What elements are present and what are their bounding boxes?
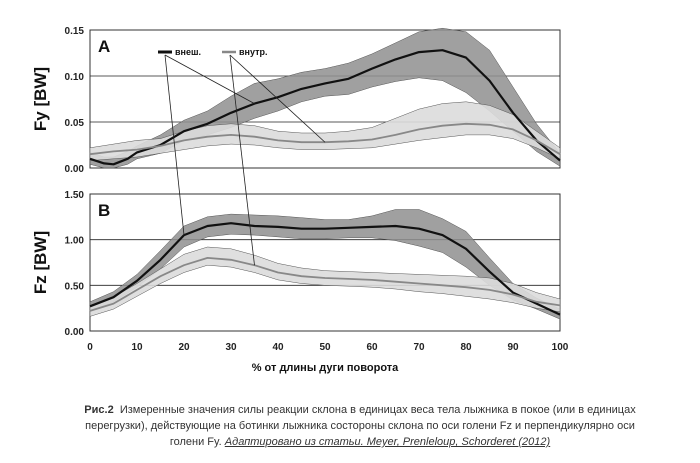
y-tick-label: 0.50: [65, 281, 85, 292]
legend-pointer-lines: [164, 54, 326, 266]
legend-pointer-line: [229, 54, 326, 143]
x-tick-label: 80: [460, 342, 472, 353]
series-inner-band: [89, 246, 561, 317]
series-outer-line: [89, 222, 561, 316]
x-tick-label: 90: [507, 342, 519, 353]
panel-letter: B: [98, 201, 110, 220]
y-tick-label: 0.00: [65, 327, 85, 338]
x-tick-label: 40: [272, 342, 284, 353]
x-axis-label: % от длины дуги поворота: [252, 362, 399, 374]
caption-source: Адаптировано из статьи. Meyer, Prenlelou…: [224, 436, 551, 448]
x-axis: 0 10 20 30 40 50 60 70 80 90 100 % от длины дуги по…: [87, 342, 569, 374]
x-tick-label: 50: [319, 342, 331, 353]
x-tick-label: 100: [552, 342, 569, 353]
y-axis-label: Fz [BW]: [31, 231, 50, 294]
y-tick-label: 0.05: [65, 118, 85, 129]
legend-outer-label: внеш.: [175, 47, 201, 57]
series-inner-band: [89, 101, 561, 161]
y-tick-label: 0.15: [65, 26, 85, 37]
x-tick-label: 70: [413, 342, 425, 353]
x-tick-label: 10: [131, 342, 143, 353]
panel-letter: A: [98, 37, 110, 56]
y-axis-label: Fy [BW]: [31, 67, 50, 131]
caption-text: Измеренные значения силы реакции склона …: [85, 404, 636, 448]
x-tick-label: 0: [87, 342, 93, 353]
panel-a: 0.00 0.05 0.10 0.15 A Fy [BW]: [31, 26, 561, 175]
x-tick-label: 30: [225, 342, 237, 353]
plot-frame: [89, 193, 561, 332]
y-tick-label: 1.00: [65, 236, 85, 247]
plot-frame: [89, 29, 561, 169]
figure: 0.00 0.05 0.10 0.15 A Fy [BW] 0.00 0.50 1.00 1.5…: [31, 26, 569, 374]
y-tick-label: 0.00: [65, 164, 85, 175]
legend-pointer-line: [164, 54, 185, 236]
series-inner-line: [89, 256, 561, 312]
panel-b: 0.00 0.50 1.00 1.50 B Fz [BW]: [31, 190, 561, 338]
legend-pointer-line: [164, 54, 255, 104]
series-outer-line: [89, 49, 561, 166]
y-tick-label: 1.50: [65, 190, 85, 201]
x-tick-label: 20: [178, 342, 190, 353]
legend-inner-label: внутр.: [239, 47, 268, 57]
legend: внеш. внутр.: [158, 47, 326, 266]
x-tick-label: 60: [366, 342, 378, 353]
series-outer-band: [89, 209, 561, 320]
legend-pointer-line: [229, 54, 255, 266]
y-tick-label: 0.10: [65, 72, 85, 83]
figure-caption: Рис.2 Измеренные значения силы реакции с…: [80, 402, 640, 450]
caption-label: Рис.2: [84, 404, 114, 416]
